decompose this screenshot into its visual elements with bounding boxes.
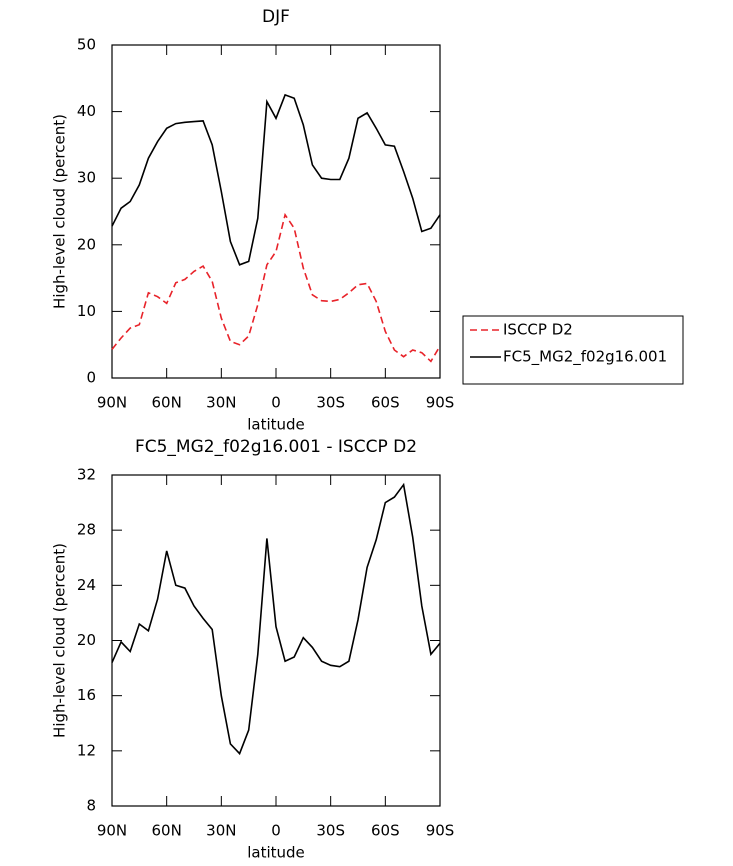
x-tick-label: 60S [371,822,400,840]
x-tick-label: 60N [152,394,182,412]
x-tick-label: 60N [152,822,182,840]
y-tick-label: 20 [77,631,96,649]
y-tick-label: 32 [77,466,96,484]
x-tick-label: 30S [316,394,345,412]
x-tick-label: 30N [206,822,236,840]
y-tick-label: 16 [77,686,96,704]
y-tick-label: 8 [86,797,96,815]
legend-label: FC5_MG2_f02g16.001 [503,348,667,367]
y-tick-label: 12 [77,741,96,759]
x-axis-label: latitude [247,416,305,434]
x-tick-label: 0 [271,394,281,412]
plot-frame [111,474,441,807]
x-tick-label: 90N [97,822,127,840]
y-axis-label: High-level cloud (percent) [51,543,69,738]
y-tick-label: 30 [77,169,96,187]
plot-frame [111,44,441,379]
y-axis-label: High-level cloud (percent) [51,114,69,309]
legend-label: ISCCP D2 [503,321,573,339]
x-tick-label: 30S [316,822,345,840]
y-tick-label: 20 [77,235,96,253]
x-tick-label: 90S [426,822,455,840]
chart-title: DJF [262,7,290,27]
x-tick-label: 90N [97,394,127,412]
x-tick-label: 60S [371,394,400,412]
y-tick-label: 10 [77,302,96,320]
x-tick-label: 30N [206,394,236,412]
y-tick-label: 28 [77,521,96,539]
data-line [111,482,441,756]
data-line [111,212,441,363]
data-line [111,93,441,266]
y-tick-label: 0 [86,369,96,387]
x-tick-label: 0 [271,822,281,840]
y-tick-label: 40 [77,102,96,120]
legend-box [462,315,684,385]
x-tick-label: 90S [426,394,455,412]
chart-title: FC5_MG2_f02g16.001 - ISCCP D2 [135,437,417,457]
x-axis-label: latitude [247,844,305,862]
y-tick-label: 24 [77,576,96,594]
y-tick-label: 50 [77,36,96,54]
